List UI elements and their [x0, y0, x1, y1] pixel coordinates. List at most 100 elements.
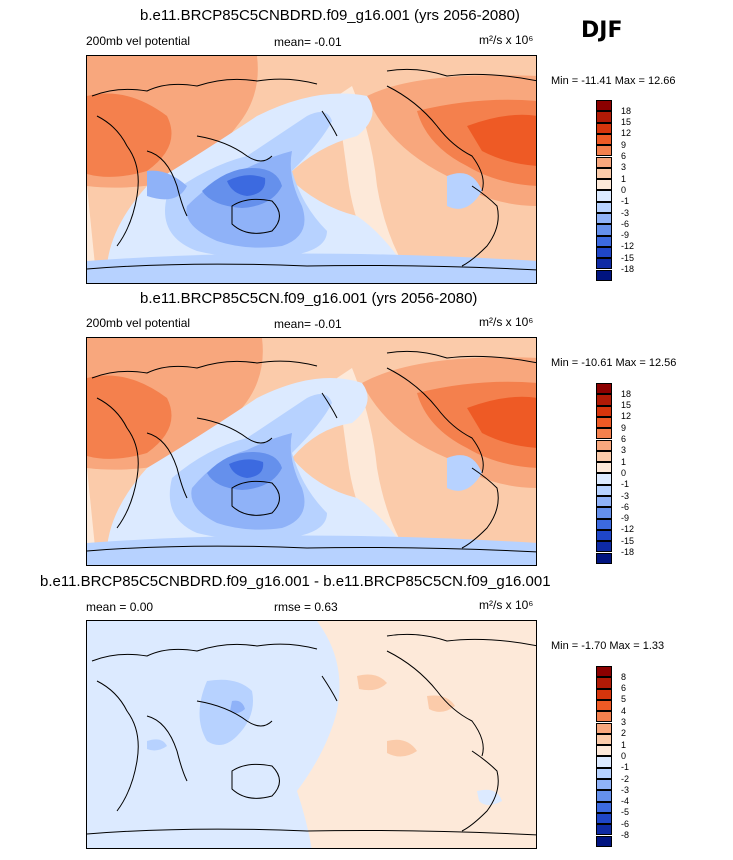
- colorbar-swatch: [596, 767, 612, 779]
- colorbar-swatch: [596, 269, 612, 281]
- colorbar-swatch: [596, 496, 612, 508]
- colorbar-tick-label: -8: [621, 830, 630, 840]
- panel1-map: [86, 55, 537, 284]
- colorbar-swatch: [596, 190, 612, 202]
- colorbar-tick-label: 0: [621, 184, 627, 195]
- colorbar-swatch: [596, 812, 612, 825]
- colorbar-swatch: [596, 224, 612, 236]
- colorbar-swatch: [596, 666, 612, 678]
- colorbar-tick-label: 4: [621, 705, 627, 716]
- colorbar-swatch: [596, 133, 612, 146]
- colorbar-tick-label: -3: [621, 490, 630, 501]
- panel3-map: [86, 620, 537, 849]
- colorbar-swatch: [596, 258, 612, 270]
- colorbar-tick-label: -18: [621, 547, 635, 557]
- colorbar-tick-label: -5: [621, 807, 630, 818]
- colorbar-swatch: [596, 699, 612, 712]
- colorbar-tick-label: -2: [621, 773, 630, 784]
- colorbar-swatch: [596, 711, 612, 723]
- colorbar-tick-label: -12: [621, 524, 635, 535]
- colorbar-swatch: [596, 246, 612, 259]
- colorbar-tick-label: -1: [621, 762, 630, 773]
- season-label: DJF: [581, 18, 623, 43]
- panel3-colorbar: 8 6 5 4 3 2 1 0 -1 -2 -3 -4 -5 -6 -8: [596, 666, 676, 851]
- colorbar-swatch: [596, 552, 612, 564]
- colorbar-tick-label: 3: [621, 162, 627, 173]
- colorbar-tick-label: 5: [621, 694, 627, 705]
- colorbar-tick-label: -1: [621, 479, 630, 490]
- panel1-units: m²/s x 10⁶: [479, 33, 534, 47]
- colorbar-tick-label: 12: [621, 128, 632, 139]
- colorbar-swatch: [596, 756, 612, 768]
- colorbar-swatch: [596, 213, 612, 225]
- colorbar-tick-label: -6: [621, 501, 630, 512]
- colorbar-swatch: [596, 745, 612, 757]
- panel2-colorbar: 18 15 12 9 6 3 1 0 -1 -3 -6 -9 -12 -15 -18: [596, 383, 676, 568]
- panel3-minmax: Min = -1.70 Max = 1.33: [551, 640, 665, 652]
- colorbar-tick-label: -6: [621, 818, 630, 829]
- colorbar-tick-label: 6: [621, 434, 627, 444]
- colorbar-swatch: [596, 235, 612, 247]
- colorbar-tick-label: 6: [621, 151, 627, 161]
- colorbar-tick-label: -1: [621, 196, 630, 207]
- colorbar-swatch: [596, 824, 612, 836]
- colorbar-swatch: [596, 473, 612, 485]
- colorbar-tick-label: 15: [621, 400, 632, 411]
- colorbar-swatch: [596, 790, 612, 802]
- colorbar-swatch: [596, 156, 612, 168]
- colorbar-swatch: [596, 405, 612, 417]
- colorbar-swatch: [596, 179, 612, 191]
- colorbar-swatch: [596, 111, 612, 123]
- colorbar-swatch: [596, 383, 612, 395]
- colorbar-swatch: [596, 428, 612, 440]
- colorbar-swatch: [596, 722, 612, 734]
- colorbar-swatch: [596, 439, 612, 451]
- colorbar-tick-label: 6: [621, 683, 627, 694]
- panel2-mean: mean= -0.01: [274, 317, 342, 331]
- colorbar-swatch: [596, 201, 612, 213]
- colorbar-tick-label: -4: [621, 796, 630, 807]
- colorbar-tick-label: -18: [621, 264, 635, 274]
- panel2-minmax: Min = -10.61 Max = 12.56: [551, 357, 677, 369]
- panel1-mean: mean= -0.01: [274, 35, 342, 49]
- panel1-minmax: Min = -11.41 Max = 12.66: [551, 75, 676, 87]
- colorbar-swatch: [596, 688, 612, 700]
- colorbar-tick-label: 3: [621, 717, 627, 727]
- colorbar-tick-label: -3: [621, 207, 630, 218]
- panel2-title: b.e11.BRCP85C5CN.f09_g16.001 (yrs 2056-2…: [140, 290, 478, 307]
- colorbar-tick-label: 0: [621, 467, 627, 478]
- colorbar-swatch: [596, 145, 612, 157]
- colorbar-tick-label: -9: [621, 513, 630, 524]
- colorbar-swatch: [596, 518, 612, 530]
- colorbar-swatch: [596, 733, 612, 746]
- colorbar-swatch: [596, 462, 612, 474]
- colorbar-tick-label: 2: [621, 728, 627, 739]
- colorbar-tick-label: -9: [621, 230, 630, 241]
- colorbar-tick-label: -3: [621, 784, 630, 795]
- colorbar-swatch: [596, 835, 612, 847]
- colorbar-swatch: [596, 416, 612, 429]
- colorbar-tick-label: 1: [621, 456, 627, 467]
- colorbar-tick-label: 15: [621, 117, 632, 128]
- panel1-colorbar: 18 15 12 9 6 3 1 0 -1 -3 -6 -9 -12 -15 -18: [596, 100, 676, 285]
- colorbar-tick-label: -15: [621, 535, 635, 546]
- colorbar-swatch: [596, 529, 612, 542]
- panel3-units: m²/s x 10⁶: [479, 598, 534, 612]
- colorbar-tick-label: -6: [621, 218, 630, 229]
- colorbar-swatch: [596, 484, 612, 496]
- colorbar-tick-label: 8: [621, 671, 627, 682]
- panel3-mean: mean = 0.00: [86, 600, 154, 614]
- colorbar-tick-label: -15: [621, 252, 635, 263]
- colorbar-tick-label: 3: [621, 445, 627, 456]
- colorbar-tick-label: 0: [621, 750, 627, 761]
- colorbar-swatch: [596, 677, 612, 689]
- colorbar-swatch: [596, 394, 612, 406]
- colorbar-tick-label: -12: [621, 241, 635, 252]
- colorbar-tick-label: 12: [621, 411, 632, 422]
- colorbar-swatch: [596, 122, 612, 134]
- colorbar-swatch: [596, 507, 612, 519]
- panel1-title: b.e11.BRCP85C5CNBDRD.f09_g16.001 (yrs 20…: [140, 7, 520, 24]
- colorbar-tick-label: 18: [621, 105, 632, 116]
- colorbar-swatch: [596, 450, 612, 463]
- colorbar-swatch: [596, 801, 612, 813]
